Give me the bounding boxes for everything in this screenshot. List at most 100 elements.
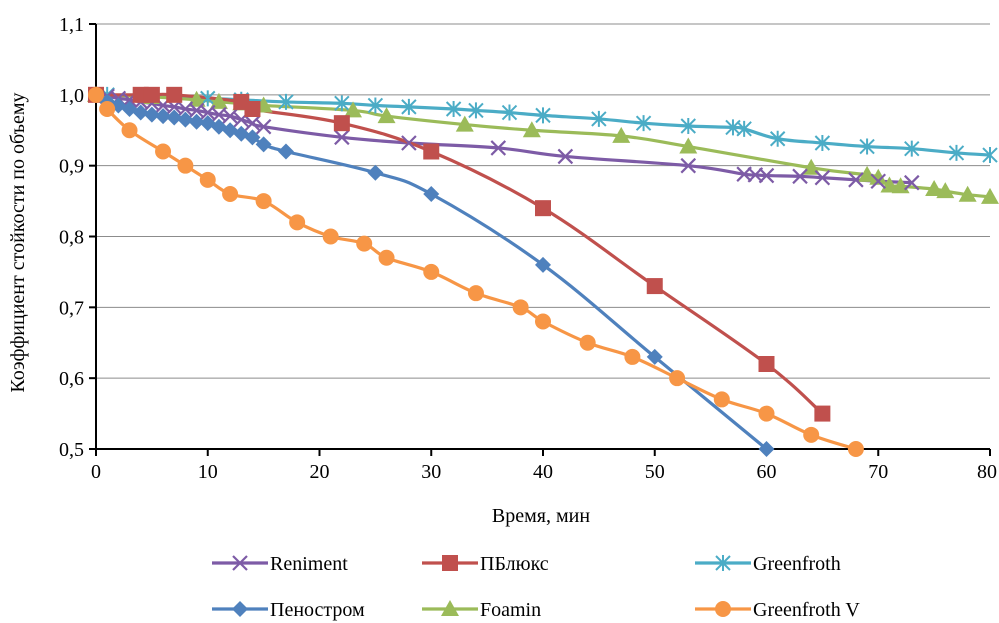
data-point-circle — [88, 86, 104, 103]
tick-labels: 0,5 0,6 0,7 0,8 0,9 1,0 1,1 0 10 20 30 40 50 60 70 80 — [59, 14, 997, 483]
data-point-star — [982, 147, 998, 164]
legend-label: ПБлюкс — [480, 553, 549, 575]
data-point-triangle — [679, 137, 698, 154]
legend-marker — [232, 555, 248, 571]
legend-item: Greenfroth V — [695, 599, 860, 621]
y-tick-label: 0,6 — [59, 368, 84, 390]
x-tick-label: 30 — [421, 461, 441, 483]
data-point-star — [948, 144, 965, 161]
series-points-circle — [88, 86, 864, 457]
data-point-star — [635, 115, 652, 132]
data-point-x — [792, 168, 808, 185]
data-point-x — [255, 118, 272, 135]
legend-marker — [441, 600, 459, 616]
data-point-triangle — [522, 121, 541, 138]
data-point-square — [333, 115, 350, 132]
legend-marker — [715, 601, 731, 617]
data-point-square — [814, 405, 831, 422]
legend-item: ПБлюкс — [422, 553, 549, 575]
data-point-x — [870, 173, 887, 190]
data-point-x — [903, 174, 920, 191]
data-point-circle — [624, 348, 641, 365]
data-point-triangle — [344, 101, 363, 118]
y-tick-label: 0,7 — [59, 297, 84, 319]
data-point-circle — [669, 370, 686, 387]
legend-label: Foamin — [480, 599, 541, 621]
data-point-diamond — [132, 104, 149, 121]
data-point-triangle — [936, 182, 955, 199]
data-point-star — [445, 101, 462, 117]
legend-label: Greenfroth V — [753, 599, 860, 621]
data-point-square — [166, 86, 183, 103]
data-point-square — [244, 101, 261, 117]
legend-marker — [232, 601, 248, 617]
data-point-star — [680, 118, 696, 134]
data-point-star — [769, 130, 786, 147]
data-point-square — [423, 143, 440, 160]
data-point-diamond — [143, 106, 160, 123]
data-point-circle — [847, 441, 864, 457]
series-line-square — [94, 92, 824, 416]
y-tick-label: 1,1 — [59, 14, 84, 36]
legend-marker — [442, 555, 458, 571]
data-point-diamond — [255, 136, 272, 153]
data-point-diamond — [535, 256, 551, 273]
data-point-x — [244, 115, 261, 131]
data-point-x — [758, 167, 775, 184]
data-point-star — [736, 120, 752, 137]
data-point-star — [468, 102, 484, 119]
data-point-star — [859, 138, 875, 155]
data-point-circle — [322, 228, 339, 245]
x-tick-label: 50 — [645, 461, 665, 483]
x-tick-label: 10 — [198, 461, 218, 483]
data-point-circle — [512, 299, 529, 316]
data-point-triangle — [209, 92, 228, 109]
data-point-diamond — [758, 441, 775, 457]
data-point-circle — [803, 426, 820, 443]
data-point-star — [278, 93, 294, 110]
data-point-triangle — [981, 187, 999, 204]
data-point-x — [334, 129, 350, 146]
x-tick-label: 70 — [868, 461, 888, 483]
data-point-square — [646, 278, 663, 295]
data-point-diamond — [199, 115, 216, 132]
x-axis-title: Время, мин — [492, 505, 590, 527]
legend-item: Reniment — [212, 553, 348, 575]
data-point-circle — [222, 186, 239, 202]
data-point-square — [535, 200, 551, 217]
y-tick-label: 0,9 — [59, 156, 84, 178]
y-tick-label: 0,8 — [59, 227, 84, 249]
data-point-star — [501, 104, 518, 121]
data-point-triangle — [858, 165, 877, 182]
data-point-circle — [356, 235, 373, 252]
data-point-star — [591, 110, 607, 127]
data-point-triangle — [612, 126, 631, 143]
tick-marks — [89, 23, 991, 456]
series-points-square — [88, 86, 831, 422]
x-tick-label: 0 — [91, 461, 101, 483]
legend-label: Пеностром — [270, 599, 365, 621]
data-point-diamond — [646, 348, 663, 365]
data-point-triangle — [377, 107, 396, 124]
legend-marker — [715, 555, 731, 571]
data-point-square — [143, 86, 160, 103]
data-point-star — [367, 97, 384, 114]
data-point-circle — [423, 263, 440, 280]
legend-label: Reniment — [270, 553, 348, 575]
data-point-triangle — [958, 185, 977, 202]
data-point-diamond — [423, 186, 440, 202]
data-point-circle — [289, 214, 306, 231]
series-markers — [87, 85, 999, 457]
y-tick-label: 0,5 — [59, 439, 84, 461]
data-point-x — [848, 172, 864, 188]
data-point-x — [680, 157, 697, 174]
data-point-diamond — [277, 143, 294, 160]
data-point-circle — [121, 122, 138, 139]
data-point-diamond — [367, 164, 384, 181]
data-point-x — [557, 148, 574, 165]
data-point-circle — [255, 193, 272, 210]
data-point-circle — [535, 313, 551, 330]
data-point-diamond — [166, 109, 183, 126]
